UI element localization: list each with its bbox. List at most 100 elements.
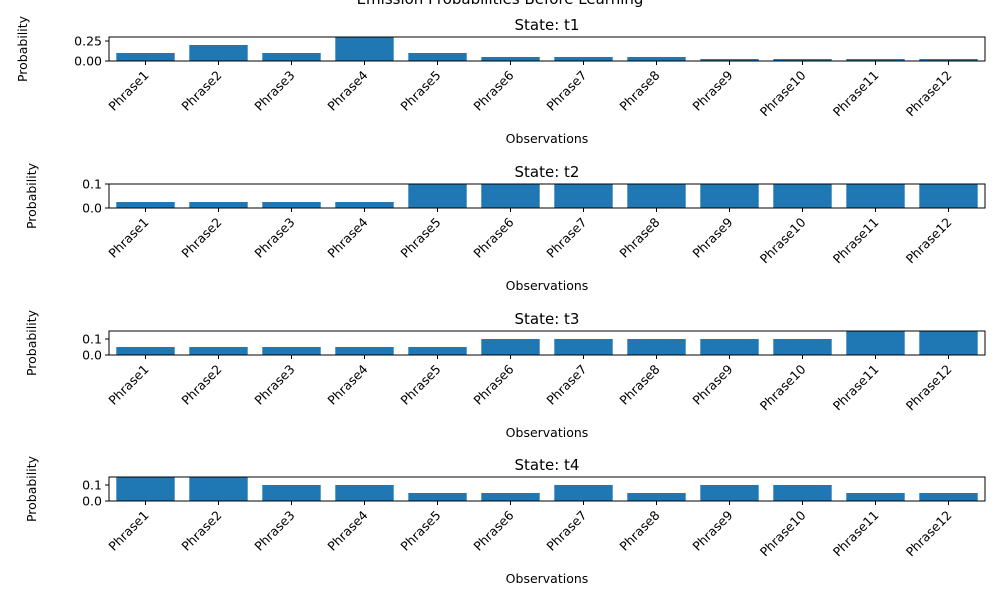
x-axis-label: Observations: [506, 278, 589, 293]
x-tick-label: Phrase10: [757, 361, 809, 413]
bar-phrase8: [627, 184, 686, 208]
x-axis-label: Observations: [506, 571, 589, 586]
bar-phrase11: [846, 493, 905, 501]
bar-phrase5: [408, 184, 467, 208]
bar-phrase2: [189, 45, 248, 61]
x-tick-label: Phrase1: [105, 68, 151, 114]
x-tick-label: Phrase7: [543, 362, 589, 408]
x-tick-label: Phrase3: [251, 508, 297, 554]
bar-phrase9: [700, 59, 759, 61]
bar-phrase10: [773, 485, 832, 501]
bar-phrase12: [919, 331, 978, 355]
bar-phrase6: [481, 339, 540, 355]
x-tick-label: Phrase12: [903, 68, 955, 120]
x-tick-label: Phrase10: [757, 214, 809, 266]
x-tick-label: Phrase6: [470, 507, 516, 553]
bar-phrase8: [627, 493, 686, 501]
plot-frame: [108, 476, 986, 502]
x-tick-label: Phrase11: [830, 508, 882, 560]
x-tick-label: Phrase3: [251, 68, 297, 114]
x-tick-label: Phrase3: [251, 215, 297, 261]
chart-panel-2: State: t2 0.0 0.1 Phrase1 Phrase2 Phrase3 Phra…: [24, 162, 986, 293]
x-tick-label: Phrase4: [324, 214, 370, 260]
panel-title: State: t4: [515, 456, 580, 474]
bar-phrase11: [846, 184, 905, 208]
x-axis-label: Observations: [506, 425, 589, 440]
x-tick-label: Phrase11: [830, 215, 882, 267]
y-axis-label: Probability: [24, 162, 39, 229]
panel-title: State: t3: [515, 310, 580, 328]
bar-phrase6: [481, 184, 540, 208]
bar-phrase7: [554, 339, 613, 355]
bar-phrase9: [700, 184, 759, 208]
bar-phrase1: [116, 347, 175, 355]
x-tick-label: Phrase9: [689, 214, 735, 260]
x-tick-label: Phrase1: [105, 215, 151, 261]
x-tick-label: Phrase9: [689, 67, 735, 113]
bar-phrase9: [700, 485, 759, 501]
x-tick-label: Phrase2: [178, 508, 224, 554]
bar-phrase5: [408, 493, 467, 501]
x-tick-label: Phrase6: [470, 361, 516, 407]
y-axis-label: Probability: [24, 455, 39, 522]
bar-phrase12: [919, 59, 978, 61]
x-tick-label: Phrase1: [105, 362, 151, 408]
x-tick-label: Phrase7: [543, 68, 589, 114]
bar-phrase2: [189, 202, 248, 208]
x-tick-label: Phrase12: [903, 508, 955, 560]
plot-frame: [108, 36, 986, 62]
y-tick-label: 0.1: [82, 177, 102, 192]
bar-phrase8: [627, 339, 686, 355]
bar-phrase5: [408, 347, 467, 355]
y-tick-label: 0.1: [82, 478, 102, 493]
y-tick-label: 0.00: [74, 54, 102, 69]
x-tick-label: Phrase4: [324, 361, 370, 407]
bar-phrase7: [554, 184, 613, 208]
x-tick-label: Phrase5: [397, 362, 443, 408]
bar-phrase10: [773, 184, 832, 208]
bar-phrase2: [189, 477, 248, 501]
bar-phrase4: [335, 202, 394, 208]
x-tick-label: Phrase7: [543, 508, 589, 554]
x-tick-label: Phrase11: [830, 68, 882, 120]
x-tick-label: Phrase2: [178, 215, 224, 261]
x-tick-label: Phrase5: [397, 215, 443, 261]
bar-phrase7: [554, 57, 613, 61]
panel-title: State: t1: [515, 16, 580, 34]
plot-frame: [108, 330, 986, 356]
x-tick-label: Phrase1: [105, 508, 151, 554]
panel-title: State: t2: [515, 163, 580, 181]
bar-phrase8: [627, 57, 686, 61]
x-tick-label: Phrase4: [324, 67, 370, 113]
bar-phrase12: [919, 184, 978, 208]
bar-phrase1: [116, 477, 175, 501]
bar-phrase3: [262, 347, 321, 355]
x-tick-label: Phrase8: [616, 214, 662, 260]
bar-phrase11: [846, 331, 905, 355]
x-tick-label: Phrase12: [903, 215, 955, 267]
bar-phrase9: [700, 339, 759, 355]
plot-frame: [108, 183, 986, 209]
bar-phrase1: [116, 202, 175, 208]
x-tick-label: Phrase5: [397, 508, 443, 554]
y-tick-label: 0.25: [74, 34, 102, 49]
y-tick-label: 0.0: [82, 201, 102, 216]
bar-phrase2: [189, 347, 248, 355]
x-tick-label: Phrase10: [757, 67, 809, 119]
x-tick-label: Phrase8: [616, 67, 662, 113]
y-tick-label: 0.1: [82, 332, 102, 347]
x-tick-label: Phrase6: [470, 67, 516, 113]
y-tick-label: 0.0: [82, 494, 102, 509]
x-tick-label: Phrase11: [830, 362, 882, 414]
x-tick-label: Phrase2: [178, 68, 224, 114]
bar-phrase10: [773, 339, 832, 355]
bar-phrase3: [262, 53, 321, 61]
bar-phrase5: [408, 53, 467, 61]
bar-phrase12: [919, 493, 978, 501]
bar-phrase3: [262, 485, 321, 501]
y-axis-label: Probability: [15, 15, 30, 82]
x-tick-label: Phrase12: [903, 362, 955, 414]
y-axis-label: Probability: [24, 309, 39, 376]
